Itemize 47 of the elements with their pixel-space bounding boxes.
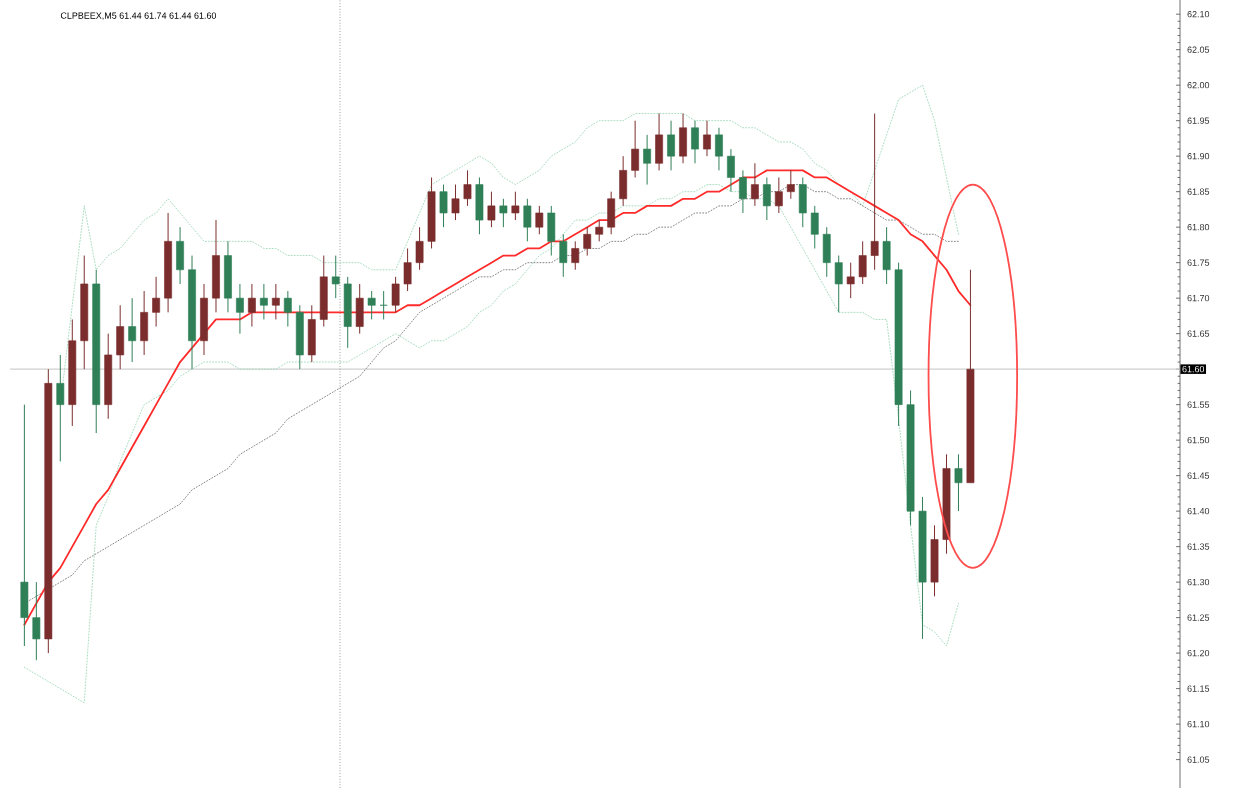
- candlestick: [295, 304, 304, 370]
- candlestick: [355, 283, 364, 335]
- candlestick: [176, 226, 184, 285]
- candlestick: [271, 283, 280, 320]
- candlestick: [200, 283, 208, 356]
- candlestick: [152, 276, 160, 328]
- candlestick: [319, 255, 328, 328]
- candlestick: [774, 176, 783, 214]
- candlestick: [128, 297, 137, 363]
- candlestick: [679, 113, 687, 164]
- candlestick: [750, 162, 759, 207]
- candlestick: [798, 176, 807, 228]
- candlestick: [523, 198, 532, 242]
- candlestick: [212, 219, 220, 313]
- candlestick: [619, 155, 628, 207]
- candlestick: [499, 198, 508, 228]
- candlestick: [954, 453, 963, 512]
- candlestick: [715, 127, 723, 171]
- candlestick: [236, 283, 244, 335]
- candlestick: [762, 176, 771, 221]
- candlestick: [283, 290, 292, 328]
- candlestick: [643, 134, 651, 186]
- candlestick: [307, 304, 316, 363]
- candlestick: [116, 304, 125, 370]
- candlestick: [583, 226, 592, 257]
- candlestick: [439, 184, 448, 228]
- candlestick: [607, 191, 616, 235]
- candlestick: [259, 283, 268, 320]
- candlestick: [739, 169, 747, 214]
- candlestick: [595, 219, 604, 242]
- candlestick: [786, 169, 795, 200]
- candlestick: [140, 290, 149, 356]
- candlestick: [727, 148, 735, 193]
- candlestick: [571, 240, 580, 271]
- candlestick: [248, 283, 256, 328]
- candlestick: [703, 120, 711, 157]
- candlestick: [655, 113, 663, 171]
- candlestick: [667, 120, 675, 171]
- candlestick: [487, 191, 496, 228]
- candlestick: [691, 120, 699, 164]
- candlestick: [631, 120, 640, 178]
- candlestick: [511, 191, 520, 221]
- candlestick: [56, 354, 65, 462]
- candlestick: [535, 205, 544, 235]
- candlestick: [367, 290, 376, 320]
- candlestick: [475, 176, 484, 235]
- candlestick: [224, 240, 232, 313]
